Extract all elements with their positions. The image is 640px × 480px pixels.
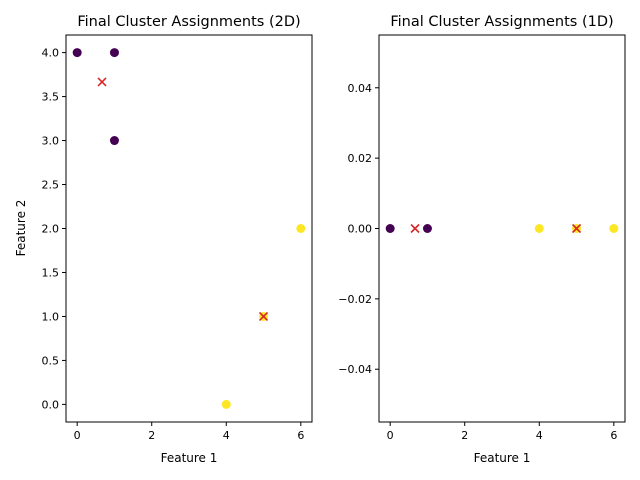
chart-2d-xtick-label: 0 bbox=[74, 429, 81, 442]
chart-1d-ytick-label: −0.02 bbox=[338, 293, 372, 306]
chart-2d-point-cluster-0 bbox=[72, 48, 82, 58]
chart-2d-point-cluster-1 bbox=[221, 399, 231, 409]
chart-2d-ytick-label: 1.0 bbox=[42, 310, 60, 323]
chart-2d-xtick-label: 2 bbox=[148, 429, 155, 442]
chart-2d-centroid-marker bbox=[258, 311, 269, 322]
chart-1d-xtick-label: 0 bbox=[387, 429, 394, 442]
chart-1d-point-cluster-1 bbox=[534, 224, 544, 233]
chart-1d-title: Final Cluster Assignments (1D) bbox=[390, 14, 613, 30]
chart-1d-point-cluster-0 bbox=[422, 224, 432, 233]
chart-2d-ytick-label: 0.5 bbox=[42, 354, 60, 367]
chart-2d-ytick-label: 3.0 bbox=[42, 135, 60, 148]
chart-1d-xtick-label: 4 bbox=[536, 429, 543, 442]
chart-2d-ytick-label: 2.0 bbox=[42, 223, 60, 236]
chart-1d-point-cluster-0 bbox=[385, 224, 395, 233]
chart-1d-xtick-label: 2 bbox=[461, 429, 468, 442]
chart-2d-centroid-marker bbox=[97, 77, 107, 87]
chart-1d-plot-frame bbox=[378, 34, 626, 423]
chart-2d-title: Final Cluster Assignments (2D) bbox=[77, 14, 300, 30]
chart-1d-xtick-label: 6 bbox=[610, 429, 617, 442]
chart-1d-centroid-marker bbox=[410, 223, 420, 234]
chart-2d-xlabel: Feature 1 bbox=[161, 451, 218, 465]
chart-2d-point-cluster-0 bbox=[109, 48, 119, 58]
chart-2d-point-cluster-0 bbox=[109, 136, 119, 146]
chart-2d-ytick-label: 3.5 bbox=[42, 91, 60, 104]
chart-2d-ylabel: Feature 2 bbox=[14, 200, 28, 257]
chart-2d-xtick-label: 4 bbox=[223, 429, 230, 442]
chart-2d-ytick-label: 0.0 bbox=[42, 398, 60, 411]
chart-2d-plot-frame bbox=[65, 34, 313, 423]
chart-1d-point-cluster-1 bbox=[609, 224, 619, 233]
chart-1d-centroid-marker bbox=[571, 223, 582, 234]
chart-1d-xlabel: Feature 1 bbox=[474, 451, 531, 465]
chart-1d: Final Cluster Assignments (1D) Feature 1… bbox=[338, 14, 626, 465]
chart-1d-ytick-label: 0.00 bbox=[348, 223, 373, 236]
chart-2d-point-cluster-1 bbox=[296, 224, 306, 233]
chart-2d-xtick-label: 6 bbox=[297, 429, 304, 442]
chart-2d-ytick-label: 2.5 bbox=[42, 179, 60, 192]
chart-1d-ytick-label: −0.04 bbox=[338, 363, 372, 376]
chart-2d-ytick-label: 4.0 bbox=[42, 47, 60, 60]
chart-2d: Final Cluster Assignments (2D) Feature 1… bbox=[14, 14, 313, 465]
chart-1d-ytick-label: 0.02 bbox=[348, 152, 373, 165]
chart-1d-ytick-label: 0.04 bbox=[348, 82, 373, 95]
chart-2d-ytick-label: 1.5 bbox=[42, 266, 60, 279]
